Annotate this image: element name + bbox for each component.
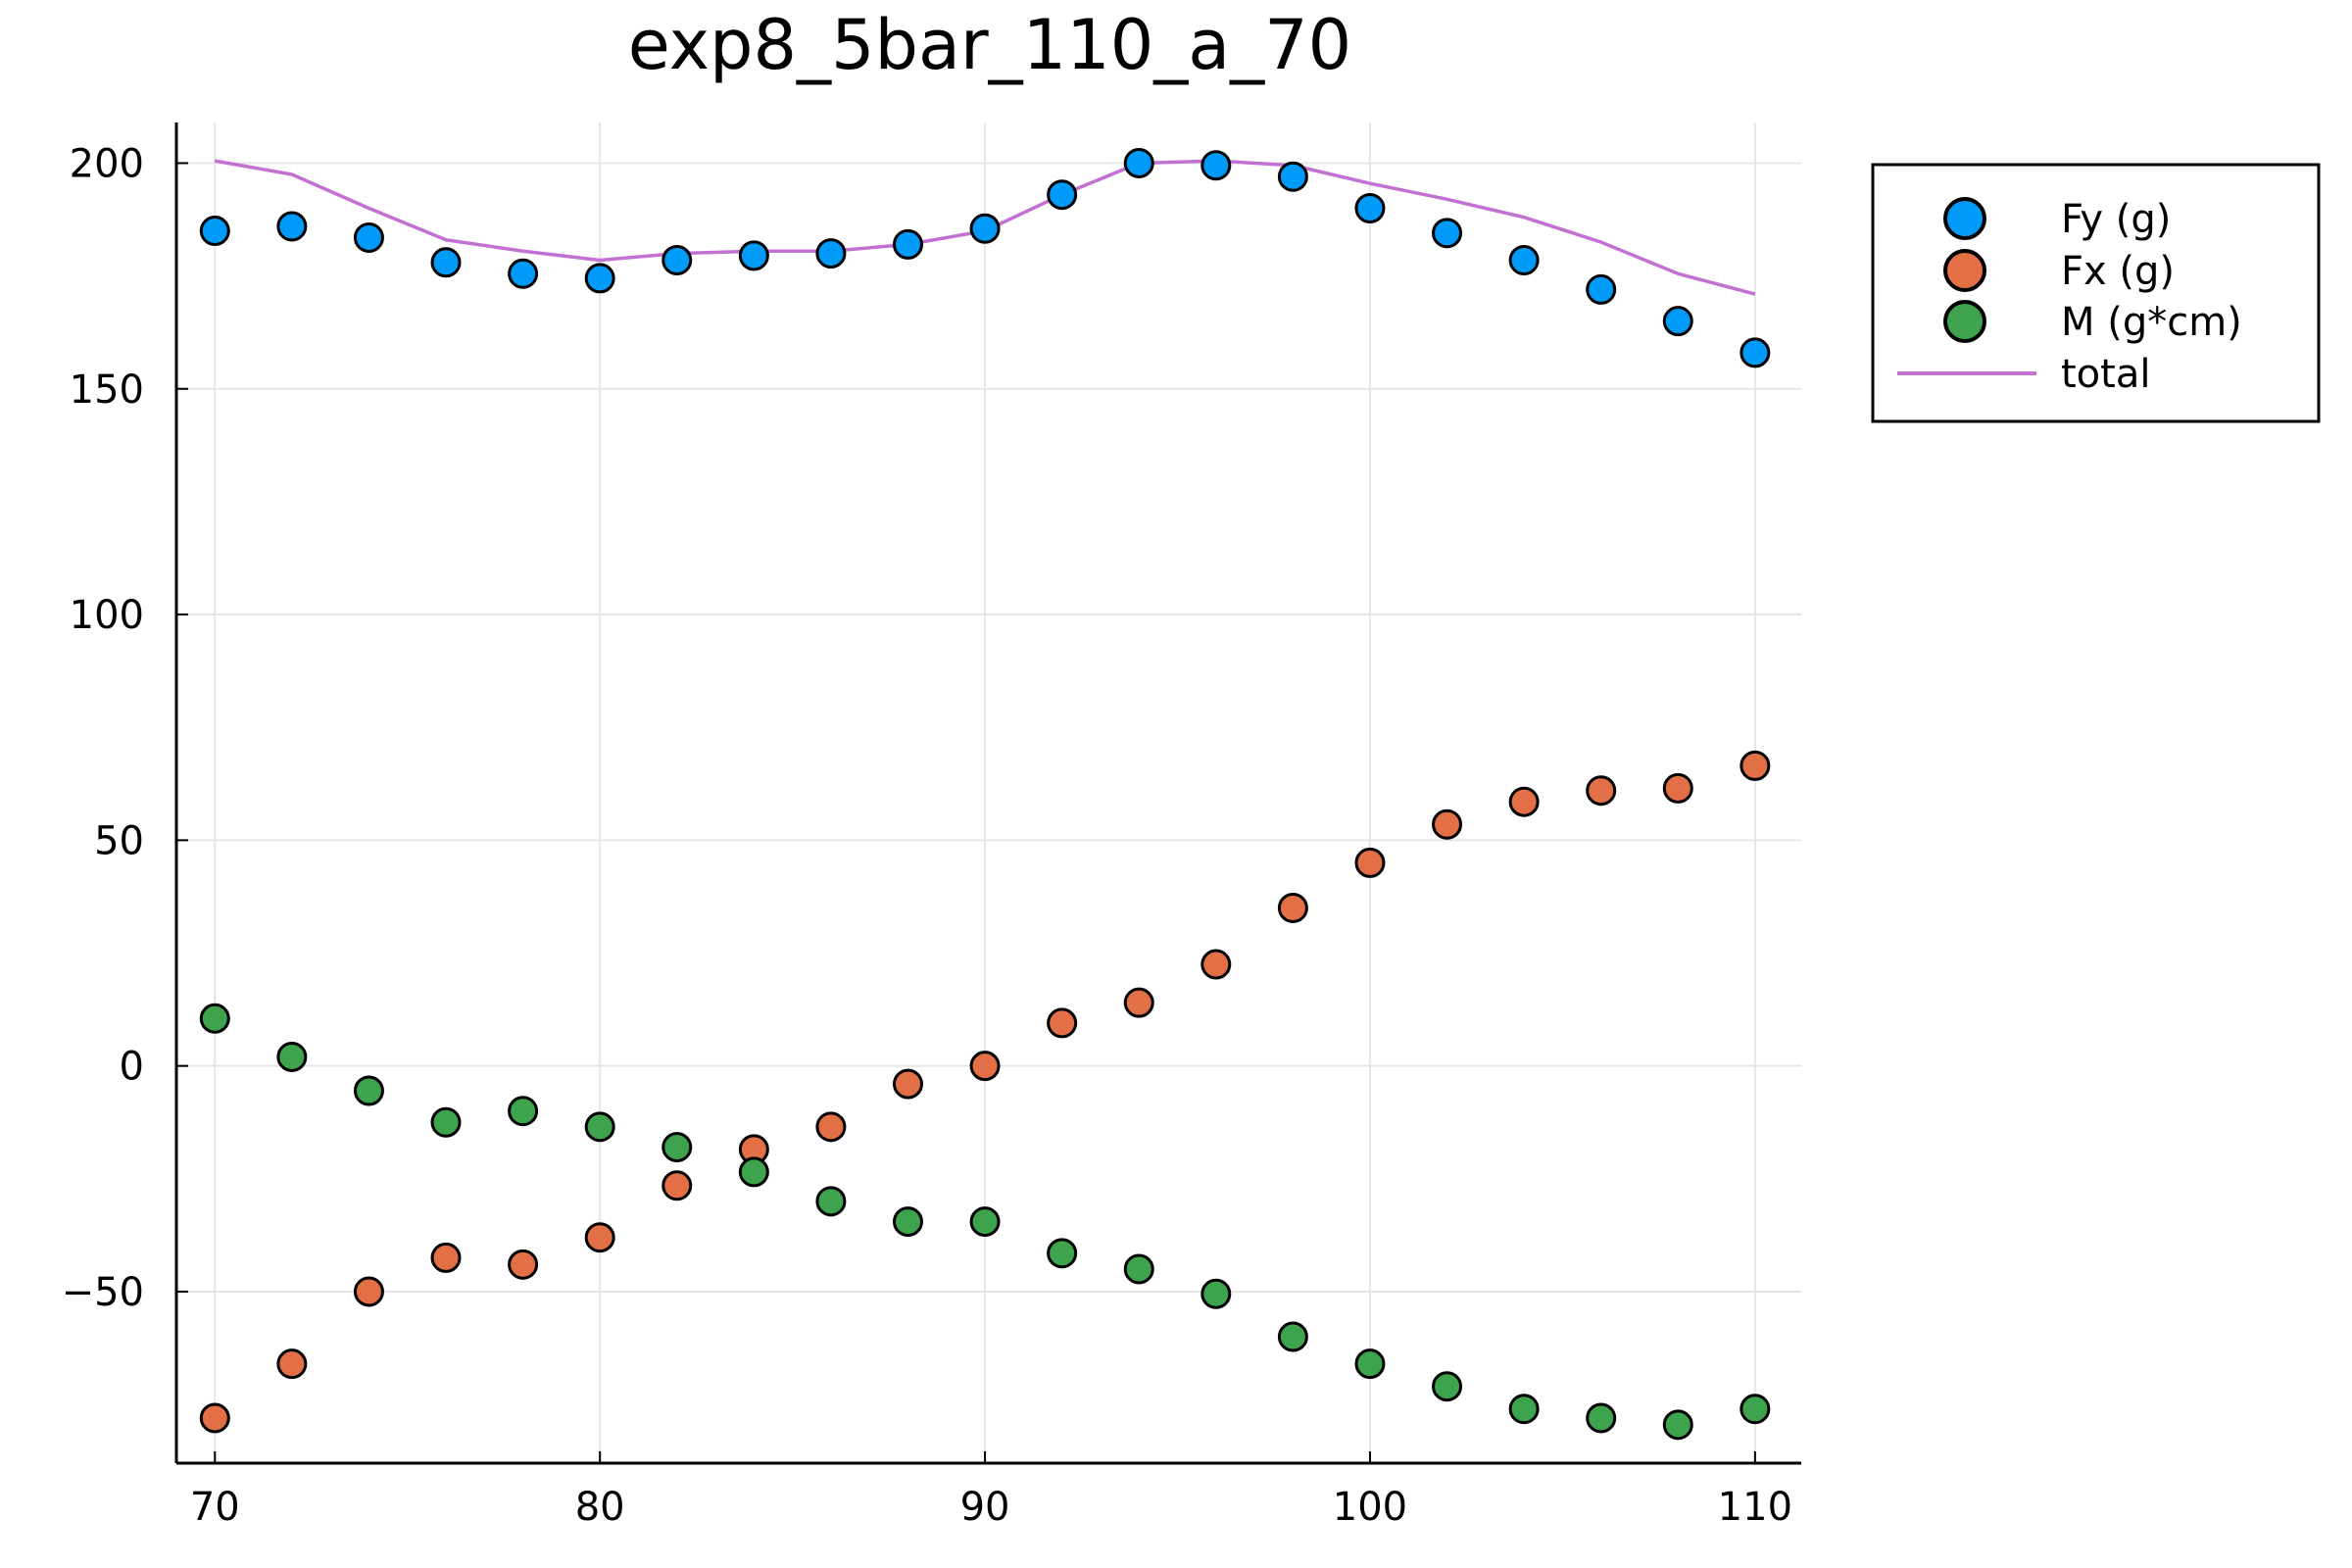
point-fy-g [1432, 218, 1463, 249]
point-fy-g [969, 213, 1001, 244]
point-m-g-cm [892, 1206, 923, 1238]
point-fx-g [1740, 750, 1771, 781]
point-fy-g [1123, 147, 1154, 178]
point-fy-g [276, 211, 308, 242]
legend-marker-m-g-cm [1943, 300, 1986, 343]
legend-marker-fx-g [1943, 249, 1986, 292]
point-fx-g [1277, 892, 1308, 923]
point-m-g-cm [1662, 1409, 1693, 1441]
point-fy-g [584, 263, 615, 294]
point-m-g-cm [584, 1111, 615, 1143]
y-tick-label: 200 [70, 141, 144, 186]
point-fy-g [662, 244, 693, 275]
point-m-g-cm [1047, 1238, 1078, 1269]
point-m-g-cm [1432, 1371, 1463, 1402]
point-fx-g [815, 1111, 847, 1143]
point-fx-g [199, 1402, 230, 1434]
legend-label-fx-g: Fx (g) [2061, 249, 2175, 294]
point-fy-g [353, 221, 384, 253]
y-tick-label: 0 [120, 1045, 144, 1090]
marker-layer [199, 147, 1771, 1441]
point-fy-g [1740, 337, 1771, 368]
x-tick-label: 90 [960, 1485, 1010, 1530]
point-fy-g [892, 228, 923, 260]
point-m-g-cm [1123, 1253, 1154, 1285]
point-m-g-cm [662, 1132, 693, 1163]
point-fy-g [1586, 273, 1617, 305]
y-tick-label: −50 [62, 1270, 144, 1315]
point-fx-g [1354, 847, 1386, 878]
point-fy-g [1277, 161, 1308, 192]
point-m-g-cm [815, 1186, 847, 1217]
x-tick-labels: 70 80 90 100 110 [190, 1485, 1792, 1530]
point-fx-g [430, 1242, 462, 1273]
point-m-g-cm [1277, 1321, 1308, 1352]
axes [174, 122, 1801, 1465]
point-fx-g [1123, 987, 1154, 1018]
point-fx-g [508, 1249, 539, 1280]
point-fx-g [1586, 775, 1617, 807]
point-fy-g [199, 216, 230, 247]
point-fx-g [1662, 772, 1693, 804]
x-tick-label: 110 [1718, 1485, 1792, 1530]
point-fx-g [1508, 786, 1540, 817]
point-fy-g [1047, 179, 1078, 211]
x-tick-label: 80 [575, 1485, 625, 1530]
point-m-g-cm [1586, 1402, 1617, 1434]
point-fx-g [276, 1348, 308, 1380]
point-fy-g [1662, 306, 1693, 337]
point-fy-g [815, 238, 847, 270]
point-fx-g [1432, 808, 1463, 840]
point-m-g-cm [1354, 1348, 1386, 1380]
chart-title: exp8_5bar_110_a_70 [628, 5, 1351, 85]
point-fy-g [738, 240, 769, 271]
legend-label-total: total [2061, 352, 2150, 397]
y-tick-labels: −50 0 50 100 150 200 [62, 141, 144, 1315]
point-m-g-cm [1200, 1278, 1232, 1309]
point-fx-g [1047, 1007, 1078, 1039]
point-m-g-cm [1740, 1394, 1771, 1425]
point-fx-g [584, 1222, 615, 1253]
point-m-g-cm [1508, 1394, 1540, 1425]
point-fy-g [508, 258, 539, 289]
point-m-g-cm [738, 1156, 769, 1188]
legend: Fy (g) Fx (g) M (g*cm) total [1871, 163, 2321, 423]
point-fy-g [1200, 150, 1232, 181]
point-m-g-cm [430, 1106, 462, 1138]
point-fy-g [1354, 193, 1386, 224]
point-m-g-cm [353, 1075, 384, 1106]
point-fy-g [430, 247, 462, 278]
y-tick-label: 150 [70, 368, 144, 413]
y-tick-label: 50 [94, 818, 144, 863]
point-m-g-cm [199, 1003, 230, 1034]
point-fx-g [892, 1068, 923, 1100]
legend-marker-fy-g [1943, 197, 1986, 240]
point-fx-g [353, 1276, 384, 1307]
y-tick-label: 100 [70, 593, 144, 638]
point-fx-g [969, 1051, 1001, 1082]
point-fy-g [1508, 244, 1540, 275]
point-m-g-cm [276, 1041, 308, 1072]
point-m-g-cm [969, 1206, 1001, 1238]
x-tick-label: 70 [190, 1485, 240, 1530]
point-m-g-cm [508, 1096, 539, 1127]
point-fx-g [1200, 949, 1232, 980]
legend-label-m-g-cm: M (g*cm) [2061, 300, 2242, 345]
legend-label-fy-g: Fy (g) [2061, 197, 2171, 242]
point-fx-g [662, 1170, 693, 1201]
x-tick-label: 100 [1333, 1485, 1407, 1530]
